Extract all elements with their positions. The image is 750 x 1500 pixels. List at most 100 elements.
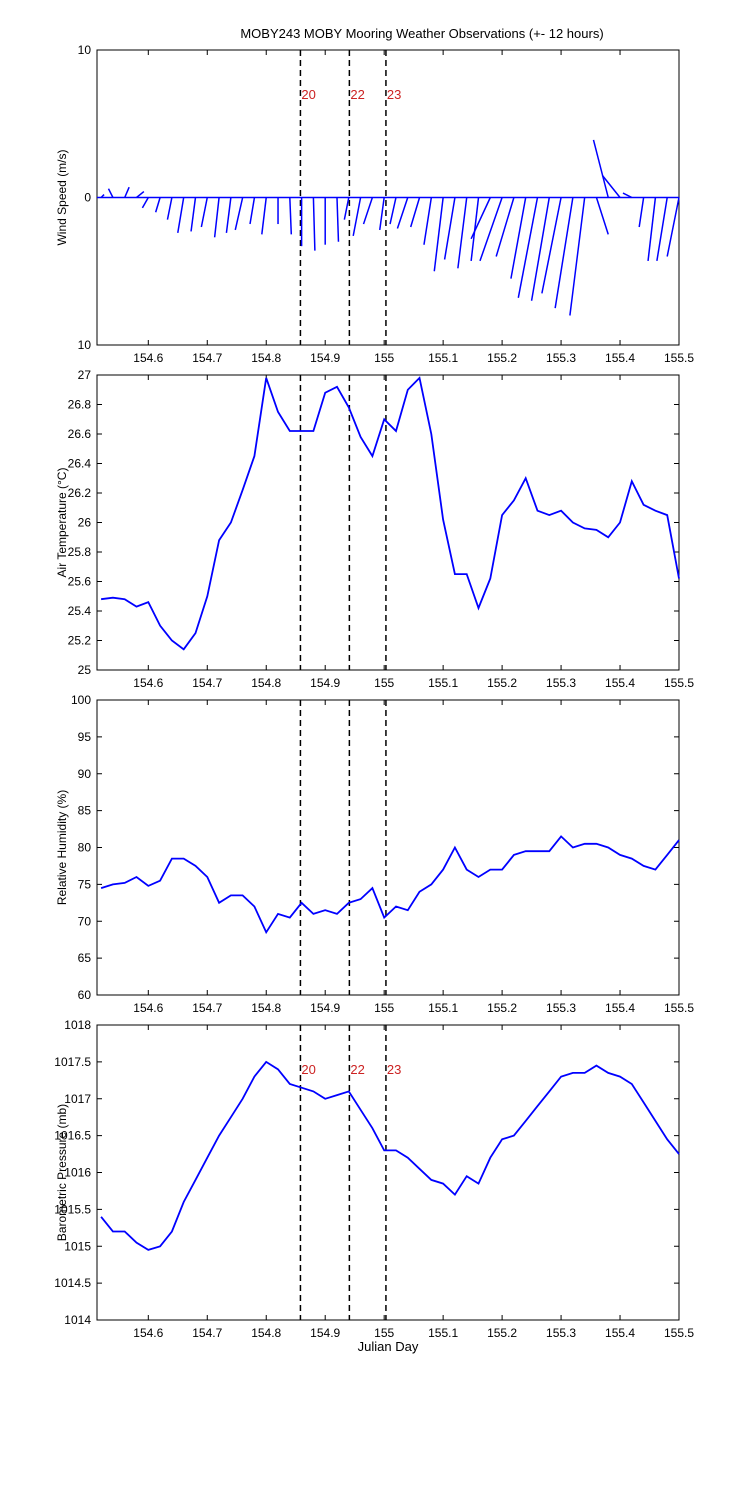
y-tick-label: 60 bbox=[78, 988, 92, 1002]
x-tick-label: 155.4 bbox=[605, 351, 635, 365]
wind-stick bbox=[495, 197, 515, 257]
wind-stick bbox=[389, 197, 397, 225]
x-tick-label: 154.7 bbox=[192, 676, 222, 690]
wind-stick bbox=[666, 197, 680, 257]
wind-stick bbox=[530, 197, 551, 301]
wind-stick bbox=[443, 197, 456, 260]
x-tick-label: 155.1 bbox=[428, 676, 458, 690]
y-tick-label: 25 bbox=[78, 663, 92, 677]
y-tick-label: 90 bbox=[78, 767, 92, 781]
y-tick-label: 0 bbox=[84, 191, 91, 205]
plot-area bbox=[96, 1024, 680, 1321]
y-tick-label: 65 bbox=[78, 951, 92, 965]
y-tick-label: 1017.5 bbox=[54, 1055, 91, 1069]
event-label: 22 bbox=[350, 87, 364, 102]
y-tick-label: 1016.5 bbox=[54, 1129, 91, 1143]
x-tick-label: 155.5 bbox=[664, 351, 694, 365]
x-tick-label: 154.6 bbox=[133, 676, 163, 690]
x-tick-label: 154.8 bbox=[251, 676, 281, 690]
wind-stick bbox=[622, 192, 633, 199]
wind-stick bbox=[261, 197, 267, 235]
y-tick-label: 10 bbox=[78, 338, 92, 352]
x-tick-label: 155.3 bbox=[546, 676, 576, 690]
wind-stick bbox=[647, 197, 657, 262]
y-tick-label: 1015.5 bbox=[54, 1202, 91, 1216]
y-axis-label: Relative Humidity (%) bbox=[55, 790, 69, 905]
x-tick-label: 155.2 bbox=[487, 1001, 517, 1015]
wind-stick bbox=[234, 197, 244, 231]
wind-stick bbox=[595, 197, 609, 235]
wind-stick bbox=[569, 197, 586, 316]
event-label: 20 bbox=[301, 87, 315, 102]
x-tick-label: 154.6 bbox=[133, 1326, 163, 1340]
y-axis-label: Barometric Pressure (mb) bbox=[55, 1104, 69, 1241]
wind-stick bbox=[656, 197, 668, 262]
wind-stick bbox=[433, 197, 444, 272]
y-tick-label: 1016 bbox=[64, 1166, 91, 1180]
wind-stick bbox=[225, 197, 232, 233]
wind-stick bbox=[554, 197, 574, 309]
x-tick-label: 155 bbox=[374, 676, 394, 690]
x-tick-label: 154.7 bbox=[192, 1001, 222, 1015]
x-tick-label: 155.5 bbox=[664, 676, 694, 690]
wind-stick bbox=[541, 197, 562, 294]
x-tick-label: 155.5 bbox=[664, 1326, 694, 1340]
y-tick-label: 1015 bbox=[64, 1239, 91, 1253]
x-tick-label: 154.8 bbox=[251, 1326, 281, 1340]
y-tick-label: 85 bbox=[78, 804, 92, 818]
x-tick-label: 155 bbox=[374, 1001, 394, 1015]
y-tick-label: 1017 bbox=[64, 1092, 91, 1106]
y-tick-label: 1018 bbox=[64, 1018, 91, 1032]
y-tick-label: 95 bbox=[78, 730, 92, 744]
wind-stick bbox=[638, 197, 645, 228]
x-tick-label: 155.5 bbox=[664, 1001, 694, 1015]
wind-stick bbox=[190, 197, 197, 232]
wind-stick bbox=[601, 174, 621, 198]
event-label: 23 bbox=[387, 1062, 401, 1077]
wind-stick bbox=[177, 197, 185, 234]
wind-stick bbox=[479, 197, 503, 262]
wind-stick bbox=[517, 197, 539, 298]
x-tick-label: 154.9 bbox=[310, 1001, 340, 1015]
x-tick-label: 154.8 bbox=[251, 1001, 281, 1015]
wind-stick bbox=[289, 197, 293, 235]
wind-stick bbox=[154, 197, 161, 213]
figure-title: MOBY243 MOBY Mooring Weather Observation… bbox=[240, 26, 603, 41]
event-label: 22 bbox=[350, 1062, 364, 1077]
wind-stick bbox=[249, 197, 256, 225]
y-tick-label: 1014 bbox=[64, 1313, 91, 1327]
wind-stick bbox=[136, 191, 145, 199]
y-tick-label: 26.8 bbox=[68, 398, 92, 412]
y-tick-label: 80 bbox=[78, 841, 92, 855]
wind-stick bbox=[457, 197, 468, 269]
x-tick-label: 155.3 bbox=[546, 1001, 576, 1015]
wind-stick bbox=[362, 197, 374, 225]
wind-stick bbox=[213, 197, 220, 238]
x-tick-label: 154.9 bbox=[310, 676, 340, 690]
wind-stick bbox=[592, 139, 609, 198]
y-tick-label: 75 bbox=[78, 877, 92, 891]
x-tick-label: 154.9 bbox=[310, 1326, 340, 1340]
x-tick-label: 155.1 bbox=[428, 1001, 458, 1015]
wind-stick bbox=[510, 197, 527, 279]
wind-stick bbox=[423, 197, 433, 245]
y-tick-label: 25.4 bbox=[68, 604, 92, 618]
x-tick-label: 155 bbox=[374, 1326, 394, 1340]
x-tick-label: 154.9 bbox=[310, 351, 340, 365]
x-tick-label: 154.6 bbox=[133, 1001, 163, 1015]
y-tick-label: 26.2 bbox=[68, 486, 92, 500]
y-tick-label: 100 bbox=[71, 693, 91, 707]
wind-stick bbox=[409, 197, 421, 228]
y-tick-label: 10 bbox=[78, 43, 92, 57]
x-tick-label: 155.1 bbox=[428, 351, 458, 365]
plot-area bbox=[96, 374, 680, 671]
wind-stick bbox=[100, 194, 105, 199]
data-line bbox=[100, 835, 680, 935]
y-tick-label: 70 bbox=[78, 914, 92, 928]
wind-stick bbox=[312, 197, 316, 251]
x-tick-label: 155.2 bbox=[487, 351, 517, 365]
y-tick-label: 25.6 bbox=[68, 575, 92, 589]
wind-stick bbox=[470, 197, 491, 240]
